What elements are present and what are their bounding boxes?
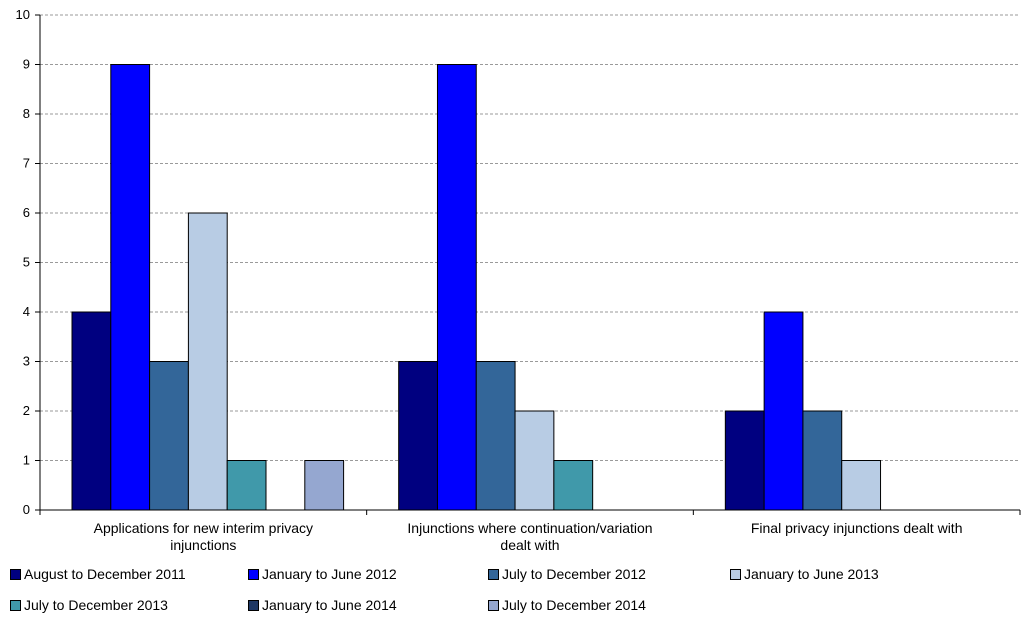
category-label-line: Injunctions where continuation/variation [407,520,652,536]
bar [553,460,594,511]
bar [841,460,882,511]
legend-item: July to December 2014 [488,597,646,613]
category-label-line: injunctions [170,537,236,553]
y-tick-label: 7 [23,156,30,171]
y-tick-label: 1 [23,453,30,468]
legend-label: August to December 2011 [24,566,186,582]
bar [71,311,112,511]
legend-label: July to December 2012 [502,566,646,582]
legend-swatch [488,568,499,580]
y-tick-label: 8 [23,106,30,121]
bar [475,361,516,511]
axes [35,14,1021,515]
y-tick-label: 5 [23,255,30,270]
legend-item: January to June 2013 [730,566,879,582]
y-tick-label: 9 [23,57,30,72]
category-label: Injunctions where continuation/variation… [407,520,652,553]
y-tick-label: 4 [23,304,30,319]
legend-label: July to December 2014 [502,597,646,613]
bar [514,410,555,511]
bars [71,64,882,511]
legend-label: January to June 2013 [744,566,879,582]
bar [110,64,151,511]
legend-item: July to December 2012 [488,566,646,582]
bar [149,361,189,511]
legend-swatch [730,568,741,580]
category-label: Final privacy injunctions dealt with [751,520,963,536]
legend-item: July to December 2013 [10,597,168,613]
legend-label: July to December 2013 [24,597,168,613]
legend-item: August to December 2011 [10,566,186,582]
y-tick-label: 3 [23,354,30,369]
bar [304,460,345,511]
legend-swatch [248,599,259,611]
y-tick-label: 0 [23,502,30,517]
y-tick-label: 10 [16,7,30,22]
bar-chart: 0 1 2 3 4 5 6 7 8 9 10 Applications for new interi… [16,7,1021,553]
bar [802,410,843,511]
gridlines [40,14,1020,461]
legend-swatch [10,568,21,580]
legend-item: January to June 2014 [248,597,397,613]
bar [226,460,267,511]
category-label-line: dealt with [500,537,559,553]
category-label-line: Final privacy injunctions dealt with [751,520,963,536]
legend-item: January to June 2012 [248,566,397,582]
legend-label: January to June 2014 [262,597,397,613]
bar [398,361,438,511]
y-tick-label: 2 [23,403,30,418]
category-labels: Applications for new interim privacy inju… [94,520,963,553]
legend-label: January to June 2012 [262,566,397,582]
bar [724,410,765,511]
bar [187,212,228,511]
legend: August to December 2011 January to June 2… [10,566,1010,628]
category-label: Applications for new interim privacy inju… [94,520,313,553]
bar [763,311,804,511]
legend-swatch [488,599,499,611]
y-tick-label: 6 [23,205,30,220]
legend-swatch [248,568,259,580]
legend-swatch [10,599,21,611]
y-tick-labels: 0 1 2 3 4 5 6 7 8 9 10 [16,7,30,517]
category-label-line: Applications for new interim privacy [94,520,313,536]
bar [436,64,477,511]
